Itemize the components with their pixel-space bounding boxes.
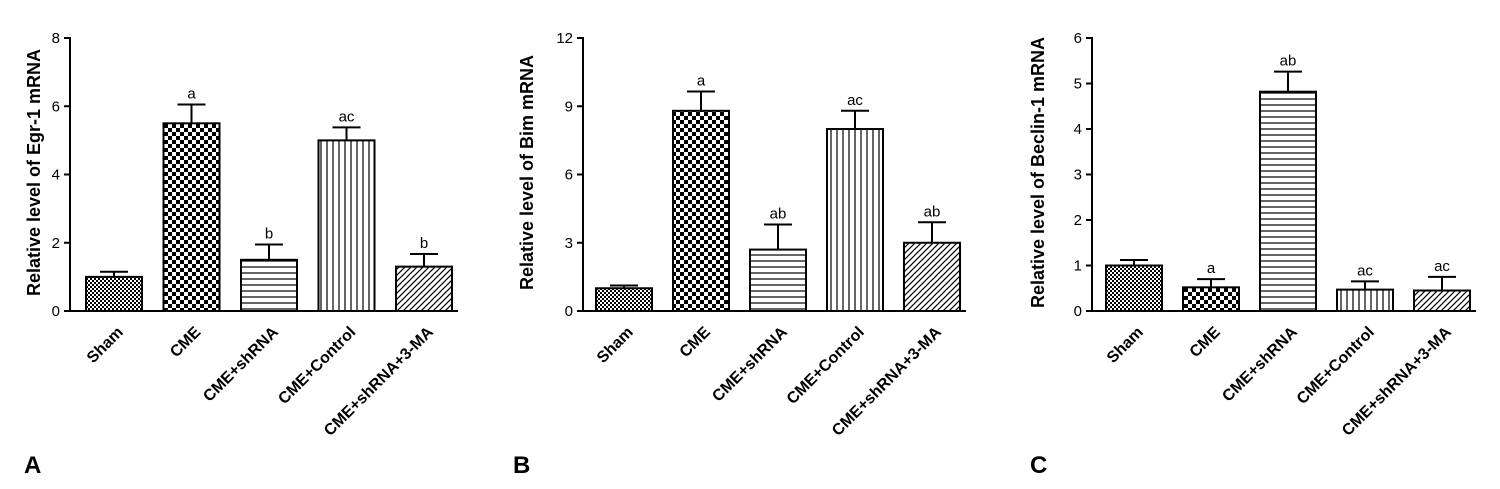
bar-sham	[1105, 264, 1163, 312]
bar-cme-shrna	[1259, 90, 1317, 312]
y-tick-label: 1	[1074, 258, 1082, 275]
y-tick-label: 2	[52, 235, 60, 252]
y-tick-label: 12	[556, 30, 573, 47]
significance-label: a	[1207, 260, 1216, 277]
category-label: CME+shRNA	[200, 323, 282, 405]
significance-label: ac	[1357, 262, 1373, 279]
y-tick-label: 6	[52, 98, 60, 115]
significance-label: b	[265, 225, 273, 242]
y-tick-label: 0	[565, 303, 573, 320]
significance-label: ab	[1280, 53, 1297, 70]
y-tick-label: 9	[565, 98, 573, 115]
category-label: CME+Control	[784, 324, 868, 408]
category-label: CME+Control	[275, 324, 359, 408]
bar-cme-control	[317, 139, 376, 312]
category-label: Sham	[594, 324, 637, 367]
panel-letter: C	[1030, 452, 1047, 479]
y-tick-label: 3	[565, 235, 573, 252]
category-label: CME	[677, 324, 714, 361]
y-tick-label: 3	[1074, 167, 1082, 184]
category-label: CME	[1187, 324, 1224, 361]
panel-c: 0 1 2 3 4 5 6 Relative level of Beclin-1 mRNA Sh…	[1028, 30, 1476, 479]
significance-label: b	[420, 235, 428, 252]
significance-label: ab	[924, 203, 941, 220]
significance-label: a	[697, 72, 706, 89]
bar-cme	[1182, 286, 1240, 312]
y-tick-label: 6	[1074, 30, 1082, 47]
bar-cme-control	[826, 128, 884, 312]
bar-cme	[162, 122, 221, 312]
y-axis-label: Relative level of Bim mRNA	[517, 55, 537, 290]
bar-cme-control	[1336, 288, 1394, 312]
significance-label: ac	[1434, 258, 1450, 275]
category-label: CME+Control	[1294, 324, 1378, 408]
panel-a: 0 2 4 6 8 Relative level of Egr-1 mRNA Sham a CM…	[24, 30, 458, 479]
category-label: CME	[167, 324, 204, 361]
significance-label: ac	[339, 108, 355, 125]
y-tick-label: 8	[52, 30, 60, 47]
bar-cme-shrna	[240, 258, 298, 312]
bar-cme-shrna	[749, 248, 807, 312]
category-label: CME+shRNA	[709, 323, 791, 405]
y-tick-label: 5	[1074, 76, 1082, 93]
significance-label: a	[187, 86, 196, 103]
category-label: CME+shRNA	[1219, 323, 1301, 405]
y-tick-label: 2	[1074, 212, 1082, 229]
y-tick-label: 0	[1074, 303, 1082, 320]
panel-letter: B	[513, 452, 530, 479]
y-tick-label: 6	[565, 167, 573, 184]
bar-cme-shrna-3-ma	[395, 265, 453, 313]
significance-label: ac	[847, 92, 863, 109]
y-axis-label: Relative level of Beclin-1 mRNA	[1028, 37, 1048, 308]
y-tick-label: 4	[52, 167, 60, 184]
panel-b: 0 3 6 9 12 Relative level of Bim mRNA Sham a CME…	[513, 30, 966, 479]
significance-label: ab	[770, 206, 787, 223]
panel-letter: A	[24, 452, 41, 479]
y-tick-label: 0	[52, 303, 60, 320]
y-axis-label: Relative level of Egr-1 mRNA	[24, 49, 44, 296]
y-tick-label: 4	[1074, 121, 1082, 138]
bar-cme-shrna-3-ma	[903, 241, 961, 312]
bar-cme	[672, 109, 730, 312]
category-label: Sham	[84, 324, 127, 367]
bar-sham	[595, 287, 653, 312]
bar-cme-shrna-3-ma	[1413, 289, 1471, 312]
bar-sham	[85, 275, 143, 312]
category-label: Sham	[1104, 324, 1147, 367]
